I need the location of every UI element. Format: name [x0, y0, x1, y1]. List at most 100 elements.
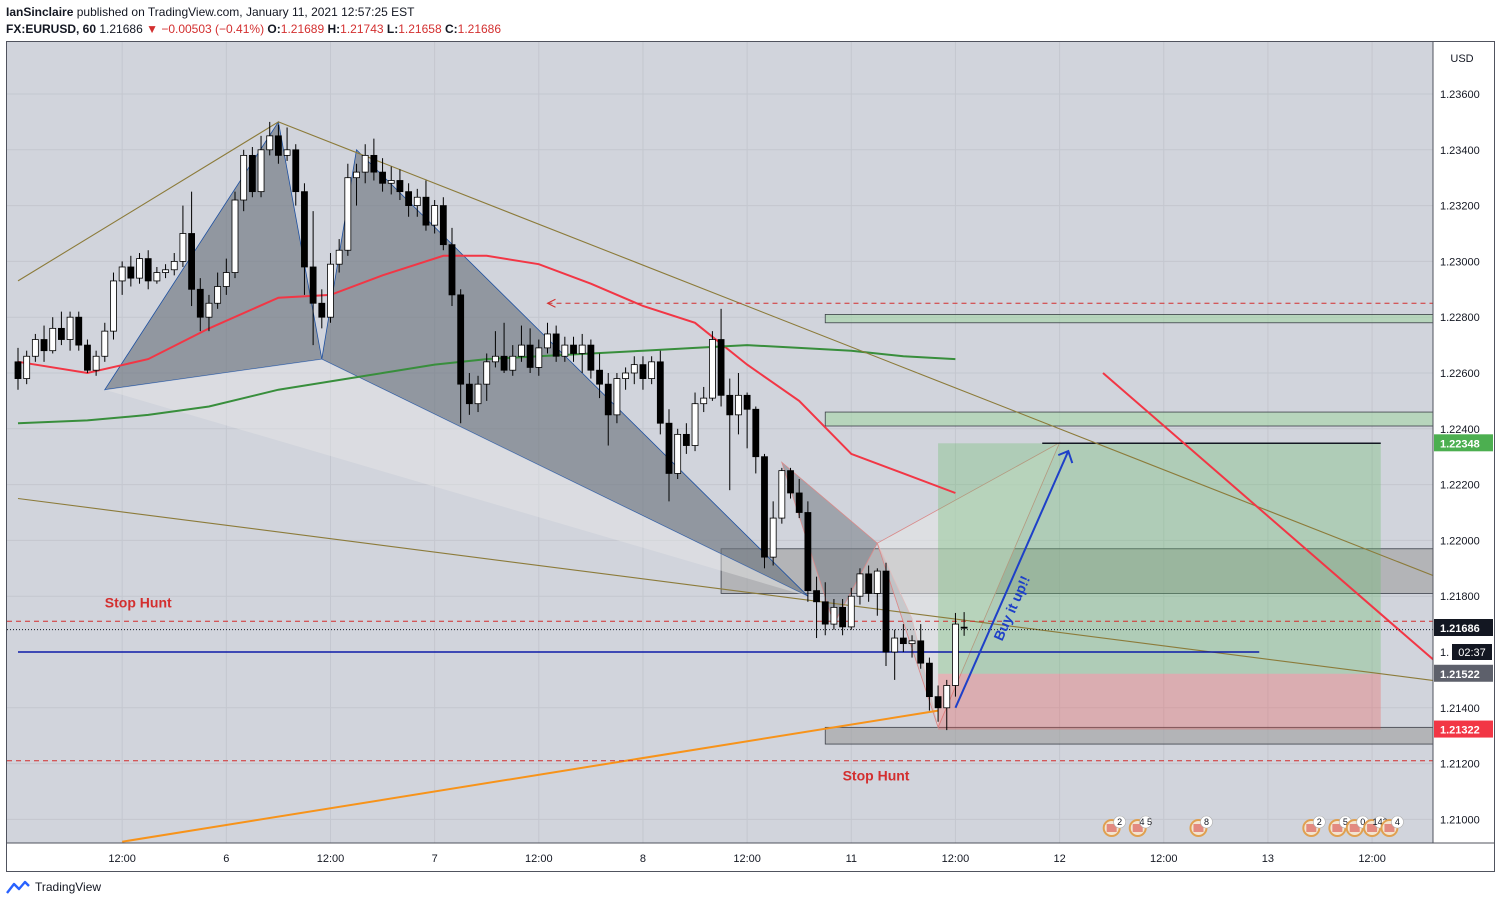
price-tick-label: 1.22000	[1440, 535, 1480, 547]
event-badge-count: 8	[1204, 817, 1209, 827]
candle-up	[578, 344, 586, 354]
candle-up	[92, 355, 100, 371]
price-tag	[1434, 619, 1493, 637]
price-tag-label: 1.21322	[1440, 725, 1480, 737]
candle-down	[248, 154, 256, 193]
lines-layer	[7, 121, 1451, 843]
candle-up	[535, 347, 543, 368]
time-axis[interactable]	[7, 843, 1494, 871]
candle-down	[422, 196, 430, 226]
candle-down	[40, 339, 48, 352]
price-tag	[1434, 434, 1493, 452]
price-axis-ticks: 1.23600 1.23400 1.23200 1.23000 1.22800 1.226…	[1440, 89, 1480, 826]
candle-up	[544, 333, 551, 349]
candle-up	[622, 372, 629, 379]
candle-up	[101, 330, 109, 357]
open-value: 1.21689	[280, 22, 325, 36]
flag-stripes-icon	[1367, 824, 1378, 832]
candle-up	[179, 233, 187, 262]
open-label: O:	[267, 22, 281, 36]
candle-down	[552, 333, 560, 357]
brand-name[interactable]: TradingView	[35, 880, 102, 894]
candle-down	[274, 135, 282, 156]
event-badge	[1139, 815, 1153, 829]
candle-up	[474, 383, 482, 405]
tradingview-logo-icon[interactable]	[6, 880, 30, 894]
candle-down	[188, 233, 196, 290]
candle-down	[292, 149, 300, 193]
candle-down	[58, 327, 65, 340]
candle-down	[301, 191, 308, 268]
candle-up	[66, 316, 74, 340]
candle-up	[344, 177, 352, 251]
countdown-prefix: 1.	[1440, 647, 1449, 659]
flag-stripes-icon	[1106, 824, 1117, 832]
close-value: 1.21686	[457, 22, 502, 36]
time-tick-label: 12:00	[1150, 853, 1178, 865]
ema-red-line	[17, 254, 956, 494]
price-tick-label: 1.21200	[1440, 759, 1480, 771]
close-label: C:	[444, 22, 458, 36]
last-price: 1.21686	[99, 22, 143, 36]
countdown-tag	[1452, 644, 1492, 660]
author-name[interactable]: IanSinclaire	[6, 5, 74, 19]
candle-up	[118, 266, 126, 282]
event-badge-count: 0	[1360, 817, 1365, 827]
candle-up	[283, 149, 291, 156]
candle-down	[587, 344, 595, 371]
event-badge	[1200, 815, 1213, 829]
candle-up	[847, 595, 855, 628]
candle-up	[613, 378, 621, 416]
candle-up	[830, 606, 838, 625]
candle-up	[691, 403, 699, 446]
event-badge-count: 2	[1117, 817, 1122, 827]
candle-down	[795, 492, 803, 513]
candle-down	[570, 344, 577, 354]
candle-down	[813, 590, 820, 603]
gray-zone-bottom	[824, 726, 1434, 745]
time-tick-label: 12:00	[733, 853, 761, 865]
event-badge-count: 4 5	[1139, 817, 1152, 827]
price-tick-label: 1.23200	[1440, 201, 1480, 213]
olive-upper-line	[17, 121, 1451, 583]
candle-up	[674, 433, 682, 474]
price-tick-label: 1.23400	[1440, 145, 1480, 157]
candle-up	[240, 154, 248, 201]
symbol-label[interactable]: FX:EURUSD, 60	[6, 22, 97, 36]
candle-up	[327, 263, 334, 318]
time-tick-label: 12:00	[1358, 853, 1386, 865]
candle-up	[648, 361, 656, 379]
candle-down	[318, 302, 326, 318]
candle-up	[257, 149, 265, 193]
candle-up	[700, 397, 708, 405]
time-tick-label: 12:00	[108, 853, 136, 865]
time-tick-label: 12:00	[317, 853, 345, 865]
chart-header: IanSinclaire published on TradingView.co…	[6, 4, 501, 38]
buy-arrow-line	[954, 450, 1070, 709]
candle-up	[214, 286, 222, 304]
candle-up	[266, 135, 274, 151]
price-tick-label: 1.22600	[1440, 368, 1480, 380]
event-badge-count: 5	[1343, 817, 1348, 827]
candle-down	[448, 244, 456, 296]
event-badge-count: 4	[1395, 817, 1400, 827]
candle-up	[856, 573, 864, 597]
candle-up	[561, 344, 569, 357]
candle-up	[205, 302, 213, 318]
price-tag	[1434, 720, 1493, 738]
candle-up	[231, 199, 239, 273]
event-badge-count: 142	[1373, 817, 1388, 827]
price-tick-label: 1.21800	[1440, 591, 1480, 603]
red-downtrend-line	[1102, 372, 1451, 676]
candle-down	[439, 205, 447, 246]
footer: TradingView	[6, 880, 101, 894]
candle-down	[865, 573, 873, 594]
candle-down	[665, 422, 673, 474]
flag-stripes-icon	[1193, 824, 1204, 832]
candle-down	[839, 606, 846, 628]
long-position-layer	[938, 442, 1381, 730]
event-badge	[1113, 815, 1126, 829]
price-tag-label: 1.22348	[1440, 438, 1480, 450]
orange-support-line	[122, 709, 939, 843]
